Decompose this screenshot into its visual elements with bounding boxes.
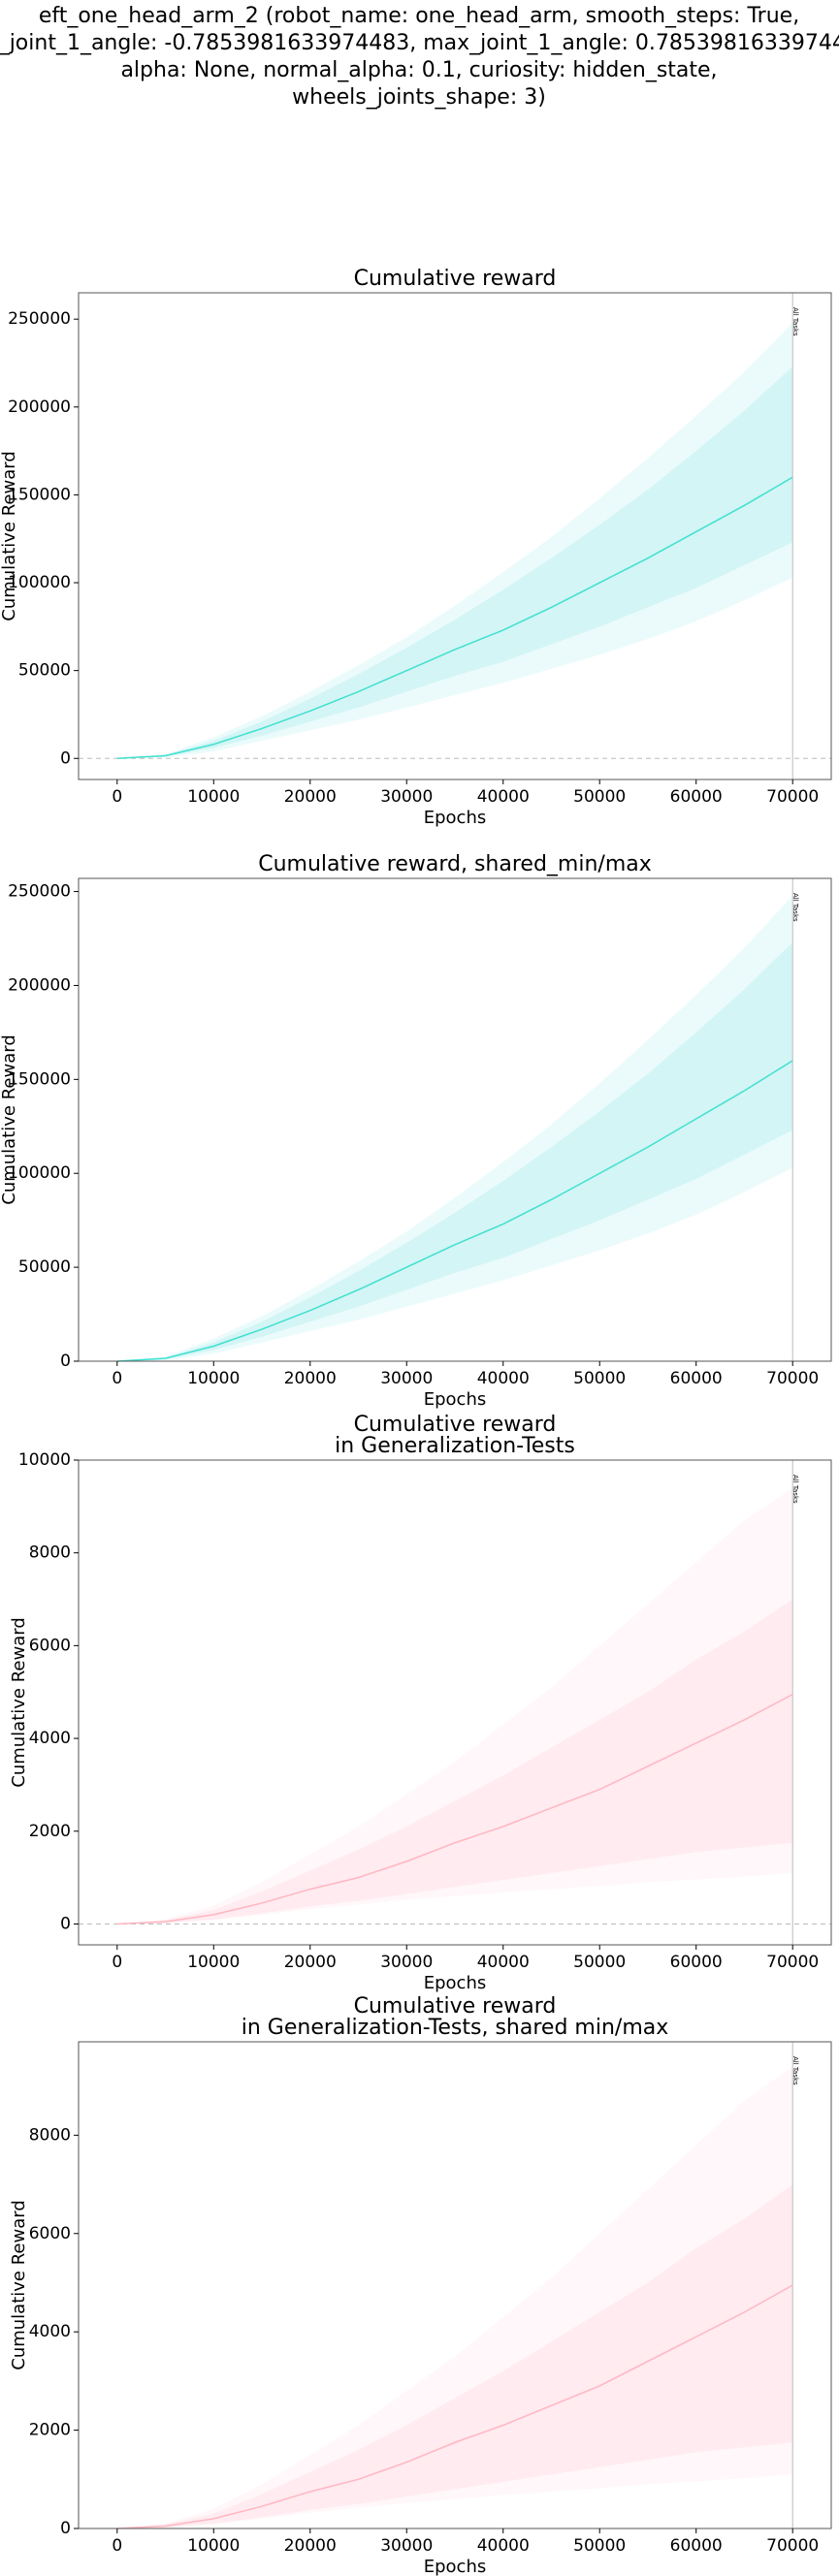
x-tick-label: 40000 xyxy=(477,787,530,807)
x-tick-label: 0 xyxy=(112,1953,122,1972)
x-axis-label: Epochs xyxy=(424,1973,487,1993)
x-tick-label: 10000 xyxy=(187,787,240,807)
line xyxy=(116,476,793,760)
line xyxy=(116,2284,793,2529)
y-tick-label: 150000 xyxy=(8,1069,71,1089)
x-tick-label: 30000 xyxy=(380,1953,433,1972)
marker-label: All Tasks xyxy=(791,1475,799,1504)
y-axis-label: Cumulative Reward xyxy=(9,1617,29,1788)
x-tick-label: 70000 xyxy=(766,787,819,807)
y-tick-label: 200000 xyxy=(8,975,71,995)
x-tick-label: 20000 xyxy=(284,1369,337,1388)
y-tick-label: 2000 xyxy=(29,2421,71,2440)
x-tick-label: 50000 xyxy=(573,1953,626,1972)
y-tick-label: 200000 xyxy=(8,398,71,417)
band xyxy=(116,366,793,759)
y-tick-label: 2000 xyxy=(29,1822,71,1841)
y-tick-label: 6000 xyxy=(29,1636,71,1655)
x-tick-label: 50000 xyxy=(573,2536,626,2556)
chart-title: in Generalization-Tests xyxy=(335,1434,575,1458)
line xyxy=(116,1060,793,1362)
y-tick-label: 0 xyxy=(60,1352,71,1371)
x-tick-label: 60000 xyxy=(670,2536,723,2556)
marker-label: All Tasks xyxy=(791,893,799,922)
x-tick-label: 20000 xyxy=(284,2536,337,2556)
figure-title: wheels_joints_shape: 3) xyxy=(292,85,546,110)
y-tick-label: 10000 xyxy=(18,1450,71,1470)
x-tick-label: 40000 xyxy=(477,1953,530,1972)
band xyxy=(116,1599,793,1924)
x-tick-label: 20000 xyxy=(284,1953,337,1972)
band xyxy=(116,1487,793,1924)
x-tick-label: 10000 xyxy=(187,1953,240,1972)
band xyxy=(116,2066,793,2528)
chart-title: in Generalization-Tests, shared min/max xyxy=(242,2016,669,2040)
x-axis-label: Epochs xyxy=(424,1389,487,1410)
axes-frame xyxy=(78,2041,832,2529)
y-tick-label: 4000 xyxy=(29,2322,71,2341)
y-axis-label: Cumulative Reward xyxy=(0,1034,19,1205)
x-tick-label: 40000 xyxy=(477,2536,530,2556)
chart-title: Cumulative reward, shared_min/max xyxy=(258,852,652,876)
y-tick-label: 250000 xyxy=(8,882,71,902)
y-tick-label: 100000 xyxy=(8,1163,71,1183)
x-tick-label: 60000 xyxy=(670,1953,723,1972)
marker-label: All Tasks xyxy=(791,307,799,336)
x-tick-label: 10000 xyxy=(187,2536,240,2556)
x-tick-label: 20000 xyxy=(284,787,337,807)
y-tick-label: 4000 xyxy=(29,1729,71,1748)
x-tick-label: 60000 xyxy=(670,1369,723,1388)
y-tick-label: 0 xyxy=(60,2519,71,2538)
x-tick-label: 50000 xyxy=(573,787,626,807)
y-tick-label: 0 xyxy=(60,748,71,768)
y-tick-label: 6000 xyxy=(29,2224,71,2243)
x-tick-label: 0 xyxy=(112,1369,122,1388)
x-tick-label: 10000 xyxy=(187,1369,240,1388)
x-tick-label: 40000 xyxy=(477,1369,530,1388)
figure-title: alpha: None, normal_alpha: 0.1, curiosit… xyxy=(120,58,717,82)
axes-frame xyxy=(78,1459,832,1946)
band xyxy=(116,322,793,759)
y-tick-label: 100000 xyxy=(8,573,71,592)
x-tick-label: 0 xyxy=(112,787,122,807)
y-tick-label: 8000 xyxy=(29,1543,71,1563)
y-tick-label: 8000 xyxy=(29,2125,71,2145)
x-tick-label: 70000 xyxy=(766,1369,819,1388)
y-tick-label: 250000 xyxy=(8,309,71,329)
axes-frame xyxy=(78,877,832,1362)
y-tick-label: 50000 xyxy=(18,1257,71,1277)
marker-label: All Tasks xyxy=(791,2056,799,2085)
x-tick-label: 70000 xyxy=(766,1953,819,1972)
line xyxy=(116,1693,793,1925)
y-axis-label: Cumulative Reward xyxy=(9,2200,29,2370)
chart-title: Cumulative reward xyxy=(354,1413,557,1437)
chart-title: Cumulative reward xyxy=(354,1994,557,2019)
y-axis-label: Cumulative Reward xyxy=(0,451,19,621)
band xyxy=(116,941,793,1361)
axes-frame xyxy=(78,292,832,780)
x-tick-label: 30000 xyxy=(380,1369,433,1388)
x-tick-label: 70000 xyxy=(766,2536,819,2556)
figure-title: min_joint_1_angle: -0.7853981633974483, … xyxy=(0,31,839,55)
x-tick-label: 30000 xyxy=(380,2536,433,2556)
x-tick-label: 60000 xyxy=(670,787,723,807)
figure-title: eft_one_head_arm_2 (robot_name: one_head… xyxy=(39,4,799,28)
y-tick-label: 0 xyxy=(60,1914,71,1933)
band xyxy=(116,2184,793,2528)
chart-title: Cumulative reward xyxy=(354,267,557,291)
x-tick-label: 30000 xyxy=(380,787,433,807)
band xyxy=(116,895,793,1361)
x-tick-label: 0 xyxy=(112,2536,122,2556)
y-tick-label: 150000 xyxy=(8,485,71,504)
x-tick-label: 50000 xyxy=(573,1369,626,1388)
y-tick-label: 50000 xyxy=(18,661,71,681)
x-axis-label: Epochs xyxy=(424,808,487,828)
x-axis-label: Epochs xyxy=(424,2557,487,2576)
